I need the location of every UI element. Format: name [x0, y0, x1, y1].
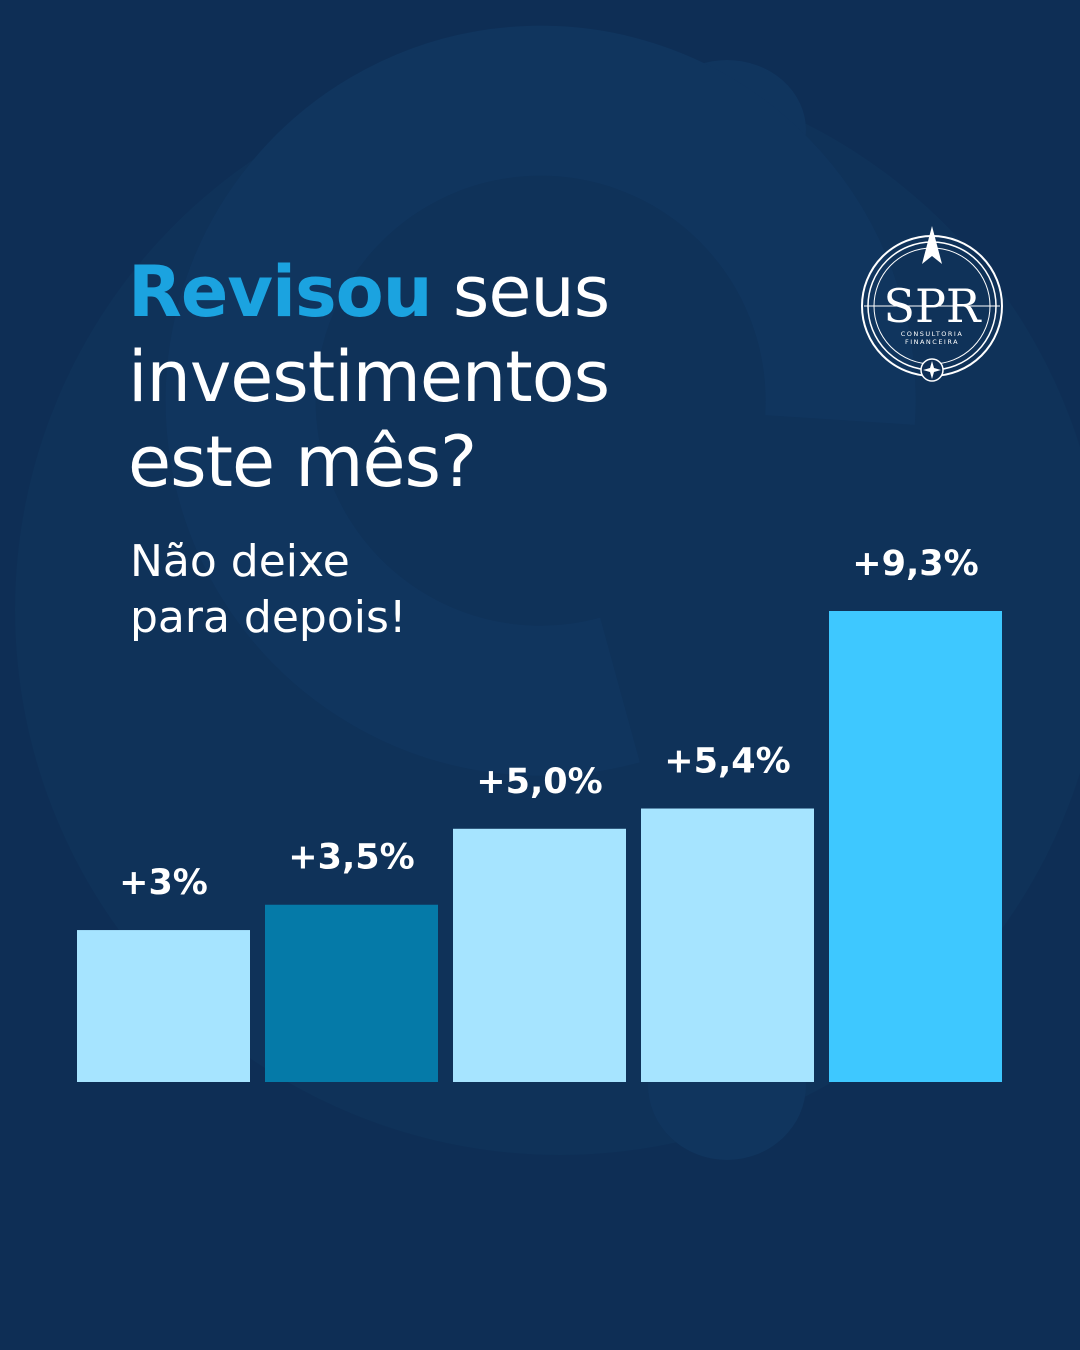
logo-line1: CONSULTORIA [901, 330, 964, 338]
headline-line1-rest: seus [431, 251, 610, 333]
bar-2 [265, 904, 438, 1082]
bar-5 [829, 611, 1002, 1082]
subtitle: Não deixe para depois! [130, 534, 407, 646]
bar-1 [77, 930, 250, 1082]
bar-4 [641, 808, 814, 1082]
bar-3 [453, 828, 626, 1082]
headline-highlight: Revisou [128, 251, 433, 333]
bar-label-1: +3% [119, 863, 208, 903]
bar-label-2: +3,5% [288, 838, 414, 878]
headline-line2: investimentos [128, 336, 610, 418]
logo-line2: FINANCEIRA [905, 338, 959, 346]
subtitle-line1: Não deixe [130, 536, 350, 587]
bar-label-5: +9,3% [852, 544, 978, 584]
compass-star-top-icon [922, 226, 942, 264]
headline: Revisou seus investimentos este mês? [128, 250, 610, 505]
bar-label-3: +5,0% [476, 762, 602, 802]
logo-letters: SPR [883, 279, 981, 333]
headline-line3: este mês? [128, 421, 477, 503]
spr-logo: SPR CONSULTORIA FINANCEIRA [861, 226, 1003, 382]
bar-label-4: +5,4% [664, 742, 790, 782]
subtitle-line2: para depois! [130, 592, 407, 643]
